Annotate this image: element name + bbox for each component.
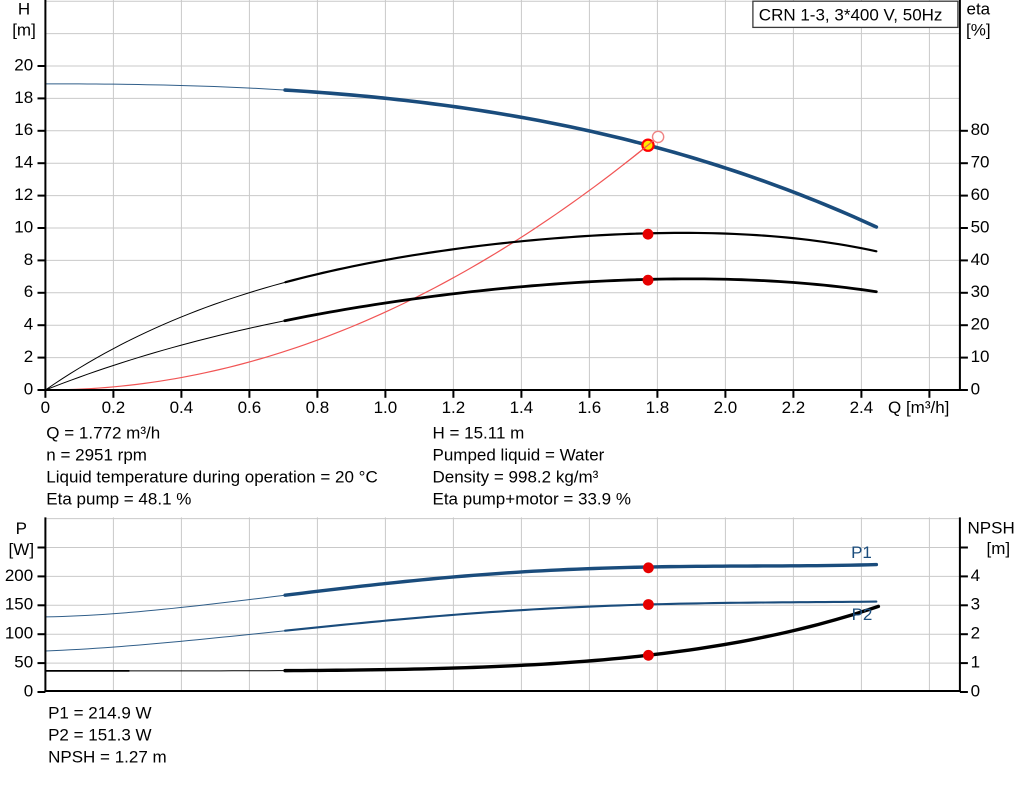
svg-text:Q [m³/h]: Q [m³/h] [888, 398, 949, 417]
svg-text:0: 0 [971, 379, 980, 398]
svg-text:H: H [18, 0, 30, 19]
svg-text:30: 30 [971, 282, 990, 301]
svg-text:18: 18 [14, 88, 33, 107]
svg-text:NPSH: NPSH [968, 518, 1015, 537]
svg-text:12: 12 [14, 185, 33, 204]
svg-text:Eta pump = 48.1 %: Eta pump = 48.1 % [46, 490, 191, 509]
svg-text:50: 50 [971, 217, 990, 236]
svg-text:CRN 1-3, 3*400 V, 50Hz: CRN 1-3, 3*400 V, 50Hz [759, 6, 943, 25]
svg-text:10: 10 [14, 217, 33, 236]
svg-text:0: 0 [24, 681, 33, 700]
svg-text:60: 60 [971, 185, 990, 204]
svg-text:8: 8 [24, 250, 33, 269]
svg-text:H = 15.11 m: H = 15.11 m [433, 424, 525, 443]
svg-text:[%]: [%] [966, 20, 991, 39]
svg-text:10: 10 [971, 347, 990, 366]
svg-text:150: 150 [5, 595, 33, 614]
svg-text:Eta pump+motor = 33.9 %: Eta pump+motor = 33.9 % [433, 490, 631, 509]
svg-text:3: 3 [971, 595, 980, 614]
svg-text:2.0: 2.0 [714, 398, 738, 417]
svg-text:6: 6 [24, 282, 33, 301]
svg-text:Q = 1.772 m³/h: Q = 1.772 m³/h [46, 424, 160, 443]
svg-text:P: P [16, 519, 27, 538]
svg-text:2.4: 2.4 [850, 398, 874, 417]
svg-text:P1: P1 [851, 543, 872, 562]
svg-text:4: 4 [24, 315, 33, 334]
svg-text:20: 20 [971, 315, 990, 334]
svg-text:[m]: [m] [987, 539, 1011, 558]
svg-text:2.2: 2.2 [782, 398, 806, 417]
svg-text:0: 0 [971, 681, 980, 700]
svg-text:100: 100 [5, 624, 33, 643]
svg-text:2: 2 [24, 347, 33, 366]
svg-text:1.2: 1.2 [442, 398, 466, 417]
svg-text:1.8: 1.8 [646, 398, 670, 417]
svg-text:2: 2 [971, 624, 980, 643]
svg-text:Liquid temperature during oper: Liquid temperature during operation = 20… [46, 468, 377, 487]
svg-text:20: 20 [14, 55, 33, 74]
svg-text:50: 50 [14, 653, 33, 672]
svg-text:1.6: 1.6 [578, 398, 602, 417]
svg-text:Density = 998.2 kg/m³: Density = 998.2 kg/m³ [433, 468, 599, 487]
svg-text:eta: eta [967, 0, 991, 19]
svg-text:[m]: [m] [12, 20, 36, 39]
svg-text:0.6: 0.6 [238, 398, 262, 417]
svg-text:70: 70 [971, 153, 990, 172]
svg-text:NPSH = 1.27 m: NPSH = 1.27 m [48, 748, 167, 767]
svg-text:n = 2951 rpm: n = 2951 rpm [46, 446, 147, 465]
svg-text:0.4: 0.4 [170, 398, 194, 417]
svg-text:Pumped liquid = Water: Pumped liquid = Water [433, 446, 605, 465]
svg-text:[W]: [W] [9, 540, 35, 559]
svg-text:1: 1 [971, 653, 980, 672]
svg-text:16: 16 [14, 120, 33, 139]
svg-text:P2 = 151.3 W: P2 = 151.3 W [48, 726, 151, 745]
svg-text:0.8: 0.8 [306, 398, 330, 417]
svg-text:P1 = 214.9 W: P1 = 214.9 W [48, 704, 151, 723]
svg-text:0: 0 [41, 398, 50, 417]
svg-text:4: 4 [971, 566, 980, 585]
svg-text:40: 40 [971, 250, 990, 269]
svg-text:200: 200 [5, 566, 33, 585]
svg-text:0: 0 [24, 379, 33, 398]
svg-text:80: 80 [971, 120, 990, 139]
svg-text:0.2: 0.2 [102, 398, 126, 417]
svg-text:14: 14 [14, 153, 33, 172]
svg-text:P2: P2 [852, 605, 873, 624]
svg-text:1.0: 1.0 [374, 398, 398, 417]
svg-text:1.4: 1.4 [510, 398, 534, 417]
